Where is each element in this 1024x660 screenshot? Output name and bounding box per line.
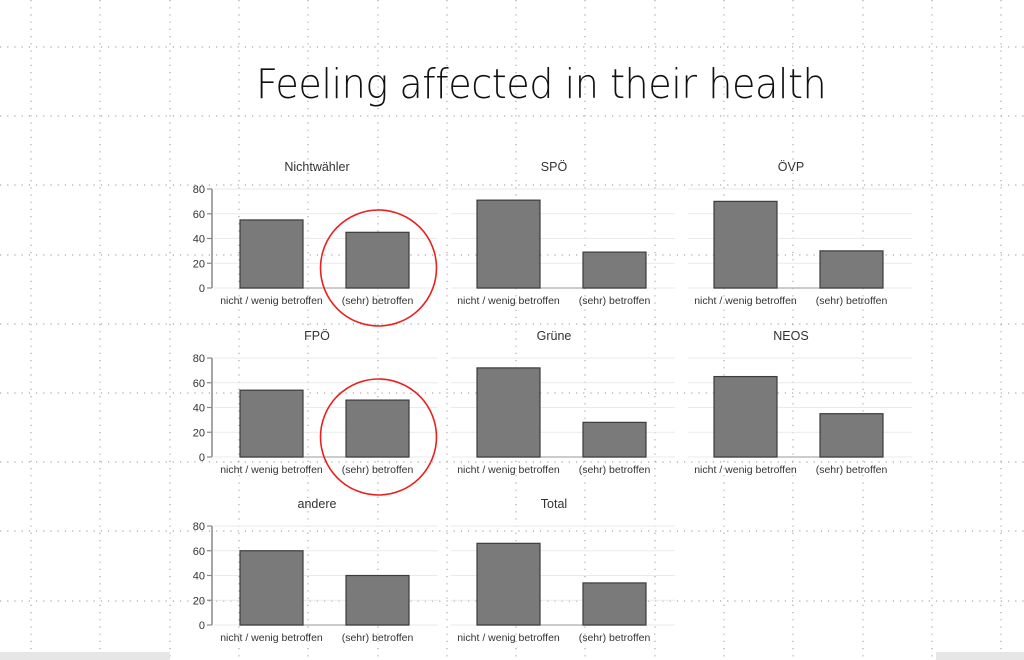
x-category-label: nicht / wenig betroffen: [694, 295, 797, 307]
highlight-circle: [319, 209, 438, 327]
y-tick-label: 0: [199, 620, 205, 632]
y-tick-label: 40: [193, 234, 205, 246]
panel-title: SPÖ: [541, 160, 568, 174]
bar-not-affected: [239, 389, 304, 458]
panel-title: Total: [541, 497, 567, 511]
x-category-label: (sehr) betroffen: [579, 295, 651, 307]
bar-affected: [819, 250, 884, 289]
y-tick-label: 80: [193, 184, 205, 196]
x-category-label: (sehr) betroffen: [342, 295, 414, 307]
panel-neos: NEOS nicht / wenig betroffen (sehr) betrof…: [688, 329, 912, 476]
y-tick-label: 20: [193, 258, 205, 270]
highlight-circle: [319, 378, 438, 496]
bar-affected: [345, 399, 410, 458]
bar-affected: [582, 582, 647, 626]
bar-not-affected: [713, 375, 778, 458]
y-tick-label: 80: [193, 521, 205, 533]
panel-title: andere: [298, 497, 337, 511]
x-category-label: nicht / wenig betroffen: [457, 295, 560, 307]
y-tick-label: 20: [193, 595, 205, 607]
x-category-label: (sehr) betroffen: [579, 632, 651, 644]
panel-total: Total nicht / wenig betroffen (sehr) betro…: [451, 497, 675, 644]
slide-title: Feeling affected in their health: [256, 60, 827, 108]
bar-affected: [582, 421, 647, 458]
panel-title: FPÖ: [304, 329, 330, 343]
x-category-label: nicht / wenig betroffen: [457, 632, 560, 644]
panel-övp: ÖVP nicht / wenig betroffen (sehr) betroff…: [688, 160, 912, 307]
bar-affected: [345, 231, 410, 289]
panel-grüne: Grüne nicht / wenig betroffen (sehr) betro…: [451, 329, 675, 476]
y-tick-label: 80: [193, 353, 205, 365]
x-category-label: (sehr) betroffen: [342, 464, 414, 476]
x-category-label: (sehr) betroffen: [579, 464, 651, 476]
bar-not-affected: [239, 550, 304, 626]
bar-affected: [345, 574, 410, 626]
bar-affected: [582, 251, 647, 289]
bar-not-affected: [713, 200, 778, 289]
y-tick-label: 20: [193, 427, 205, 439]
panel-title: ÖVP: [778, 160, 804, 174]
bar-not-affected: [476, 542, 541, 626]
y-tick-label: 60: [193, 378, 205, 390]
scrollbar-left[interactable]: [0, 652, 170, 660]
x-category-label: nicht / wenig betroffen: [220, 632, 323, 644]
x-category-label: nicht / wenig betroffen: [457, 464, 560, 476]
y-tick-label: 60: [193, 209, 205, 221]
x-category-label: nicht / wenig betroffen: [694, 464, 797, 476]
x-category-label: (sehr) betroffen: [342, 632, 414, 644]
x-category-label: (sehr) betroffen: [816, 464, 888, 476]
y-tick-label: 0: [199, 452, 205, 464]
panel-andere: andere 0 20 40 60 80 nicht / wenig betroffen (s…: [193, 497, 438, 644]
bar-not-affected: [476, 199, 541, 289]
panel-title: NEOS: [773, 329, 808, 343]
panel-nichtwähler: Nichtwähler 0 20 40 60 80 nicht / wenig betrof…: [193, 160, 438, 327]
bar-affected: [819, 413, 884, 458]
panel-fpö: FPÖ 0 20 40 60 80 nicht / wenig betroffen (sehr…: [193, 329, 438, 496]
panel-spö: SPÖ nicht / wenig betroffen (sehr) betroff…: [451, 160, 675, 307]
panel-title: Grüne: [537, 329, 572, 343]
y-tick-label: 60: [193, 546, 205, 558]
scrollbar-right[interactable]: [936, 652, 1024, 660]
x-category-label: nicht / wenig betroffen: [220, 464, 323, 476]
x-category-label: (sehr) betroffen: [816, 295, 888, 307]
y-tick-label: 40: [193, 571, 205, 583]
y-tick-label: 40: [193, 403, 205, 415]
y-tick-label: 0: [199, 283, 205, 295]
bar-not-affected: [476, 367, 541, 458]
bar-not-affected: [239, 219, 304, 289]
x-category-label: nicht / wenig betroffen: [220, 295, 323, 307]
panel-title: Nichtwähler: [284, 160, 349, 174]
